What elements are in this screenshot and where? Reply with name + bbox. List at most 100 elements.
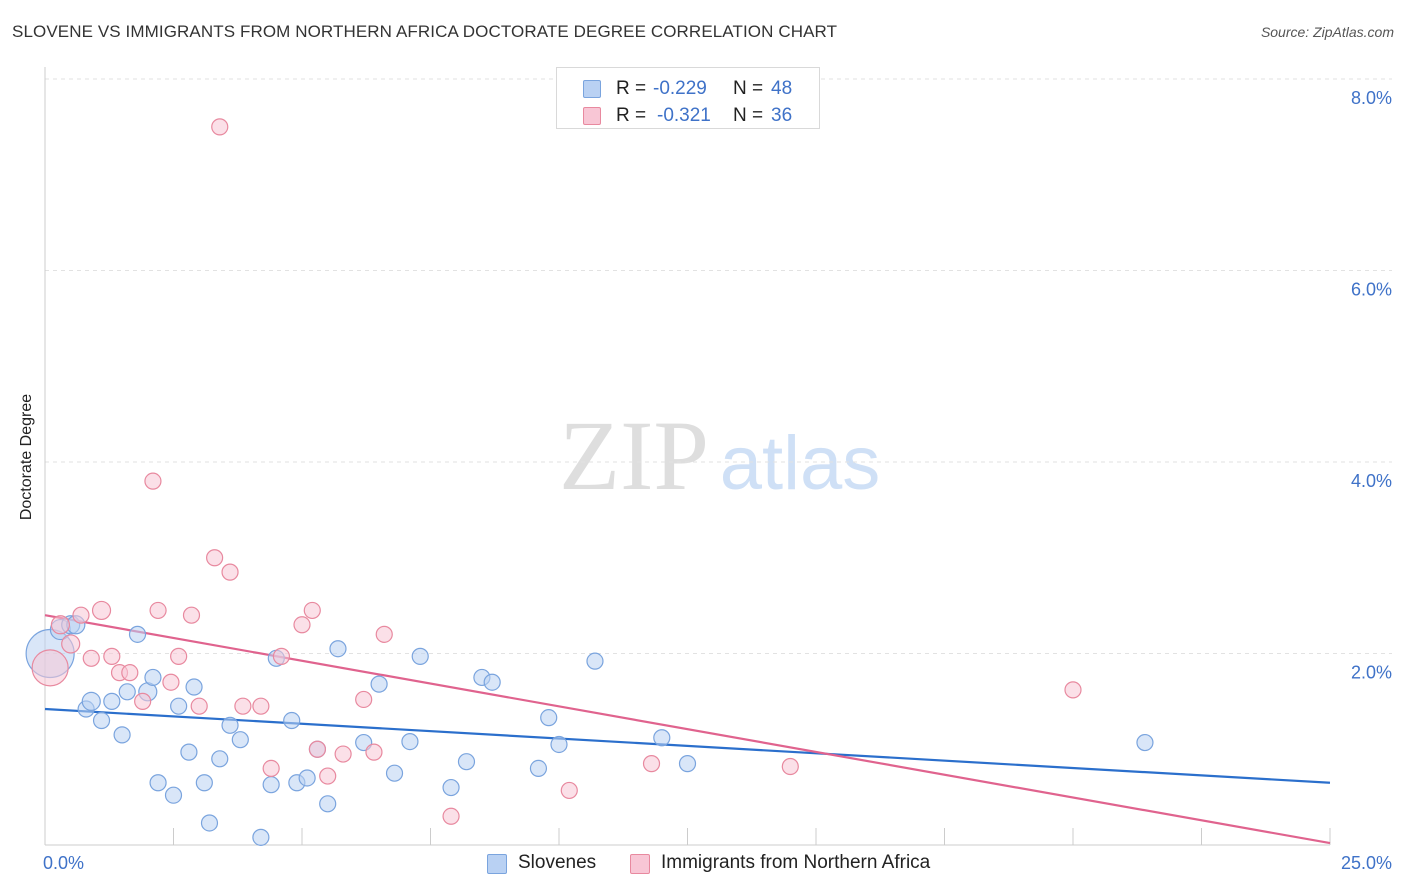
- correlation-legend: R = -0.229 N = 48 R = -0.321 N = 36: [556, 67, 820, 129]
- slovene-point: [195, 774, 213, 792]
- immigrant-point: [560, 781, 578, 800]
- slovene-point: [653, 729, 671, 747]
- chart-title: SLOVENE VS IMMIGRANTS FROM NORTHERN AFRI…: [12, 22, 838, 41]
- immigrant-point: [781, 757, 799, 776]
- immigrant-point: [293, 616, 311, 634]
- slovene-point: [370, 675, 388, 693]
- immigrant-trend-line: [44, 614, 1331, 845]
- immigrant-point: [61, 634, 81, 654]
- slovene-point: [103, 692, 121, 710]
- slovene-point: [231, 731, 249, 749]
- slovene-point: [144, 668, 162, 687]
- immigrant-point: [206, 549, 224, 567]
- immigrant-point: [211, 118, 229, 136]
- immigrant-point: [308, 740, 327, 758]
- x-tick-label: 0.0%: [43, 853, 84, 873]
- slovene-point: [200, 814, 219, 832]
- slovene-point: [411, 647, 429, 665]
- immigrant-point: [82, 649, 100, 667]
- axes: 2.0% 4.0% 6.0% 8.0% 0.0% 25.0%: [43, 67, 1392, 873]
- y-tick-label: 2.0%: [1351, 663, 1392, 683]
- slovene-point: [221, 716, 239, 734]
- immigrant-point: [334, 745, 352, 763]
- slovene-point: [180, 743, 198, 761]
- y-tick-label: 4.0%: [1351, 471, 1392, 491]
- legend-swatch-slovenes: [487, 854, 507, 874]
- immigrant-point: [134, 692, 152, 710]
- slovene-point: [442, 778, 460, 797]
- slovene-point: [128, 625, 147, 643]
- slovene-point: [262, 776, 280, 794]
- slovene-point: [550, 735, 568, 754]
- slovene-point: [329, 640, 347, 658]
- legend-row-slovenes: R = -0.229 N = 48: [557, 76, 819, 102]
- legend-n-value: 48: [771, 78, 793, 99]
- trend-lines: [44, 614, 1331, 845]
- immigrant-point: [31, 649, 69, 687]
- immigrant-point: [50, 615, 71, 635]
- legend-label-immigrants: Immigrants from Northern Africa: [661, 852, 931, 873]
- legend-r-label: R =: [616, 78, 647, 99]
- immigrant-point: [121, 664, 139, 682]
- legend-n-label: N =: [733, 78, 764, 99]
- y-tick-label: 6.0%: [1351, 280, 1392, 300]
- slovene-point: [118, 683, 136, 701]
- slovene-point: [211, 750, 229, 768]
- legend-r-value: -0.321: [657, 105, 711, 126]
- immigrant-point: [375, 625, 393, 643]
- immigrant-point: [221, 563, 239, 581]
- immigrant-point: [365, 743, 383, 761]
- legend-swatch-slovenes: [583, 80, 601, 98]
- slovene-point: [298, 769, 316, 787]
- slovene-point: [483, 673, 501, 691]
- legend-swatch-immigrants: [583, 107, 601, 125]
- immigrant-point: [149, 601, 167, 620]
- slovene-point: [170, 697, 188, 715]
- slovene-point: [385, 764, 404, 782]
- legend-n-label: N =: [733, 105, 764, 126]
- slovene-trend-line: [44, 707, 1331, 784]
- slovene-point: [678, 755, 697, 773]
- legend-r-value: -0.229: [653, 78, 707, 99]
- immigrant-point: [252, 697, 270, 715]
- immigrant-point: [170, 647, 188, 665]
- slovene-point: [81, 691, 101, 711]
- immigrant-point: [103, 647, 121, 665]
- slovene-point: [401, 732, 419, 751]
- slovene-point: [319, 795, 337, 813]
- slovene-point: [283, 711, 301, 730]
- slovene-point: [457, 753, 476, 771]
- immigrant-point: [442, 807, 460, 825]
- legend-label-slovenes: Slovenes: [518, 852, 597, 873]
- slovene-point: [1136, 733, 1154, 752]
- slovene-point: [529, 759, 548, 778]
- source-label: Source: ZipAtlas.com: [1260, 24, 1394, 40]
- immigrant-point: [190, 697, 208, 715]
- immigrant-point: [72, 606, 90, 624]
- immigrant-point: [355, 690, 373, 709]
- immigrant-point: [262, 759, 280, 778]
- slovene-point: [149, 774, 167, 792]
- watermark-atlas: atlas: [720, 421, 881, 506]
- slovene-point: [113, 726, 131, 744]
- immigrant-point: [642, 755, 661, 773]
- data-points: [25, 118, 1154, 846]
- slovene-point: [185, 678, 203, 696]
- slovene-point: [540, 709, 558, 727]
- legend-r-label: R =: [616, 105, 647, 126]
- legend-row-immigrants: R = -0.321 N = 36: [557, 103, 819, 129]
- slovene-point: [252, 828, 270, 846]
- immigrant-point: [272, 647, 291, 665]
- legend-swatch-immigrants: [630, 854, 650, 874]
- slovene-point: [164, 786, 183, 804]
- immigrant-point: [144, 472, 162, 490]
- x-tick-label: 25.0%: [1341, 853, 1392, 873]
- slovene-point: [586, 652, 604, 670]
- immigrant-point: [162, 673, 180, 691]
- legend-n-value: 36: [771, 105, 793, 126]
- immigrant-point: [303, 601, 321, 620]
- y-tick-label: 8.0%: [1351, 88, 1392, 108]
- immigrant-point: [91, 600, 112, 621]
- slovene-point: [92, 711, 111, 730]
